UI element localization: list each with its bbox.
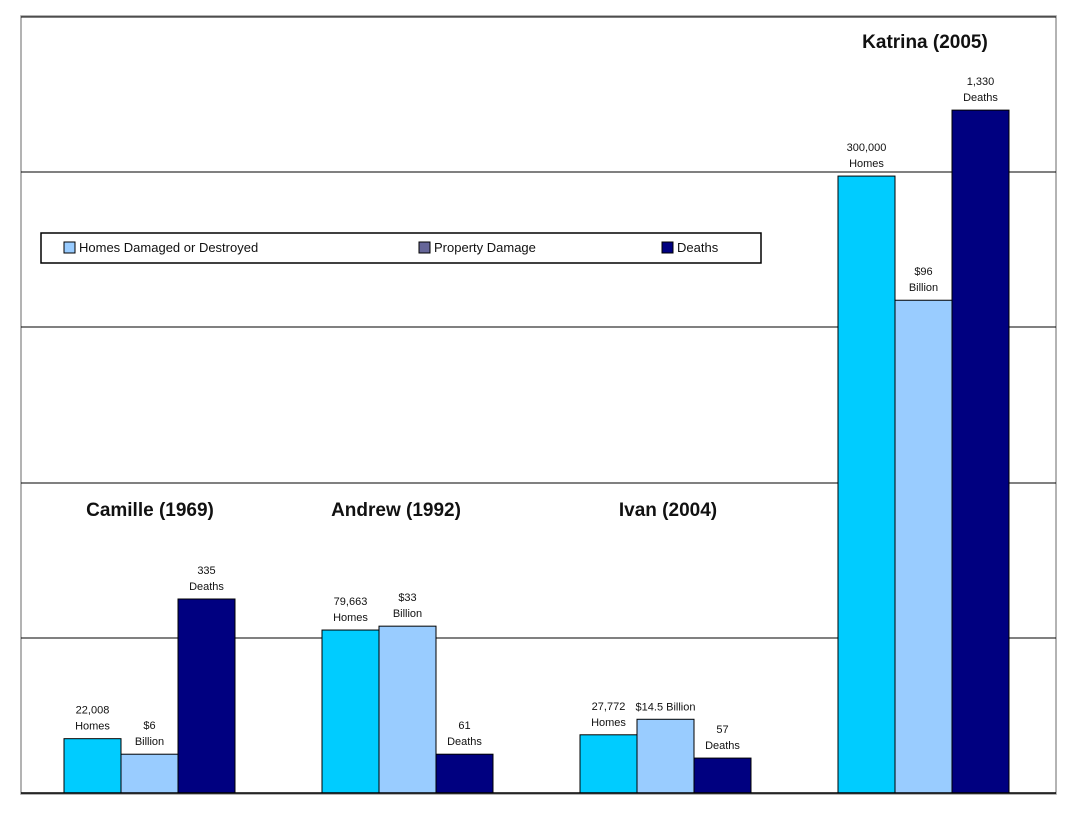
data-label-ivan-2004-property-damage: $14.5 Billion: [636, 701, 696, 713]
data-label-line: $14.5 Billion: [636, 701, 696, 713]
data-label-line: Billion: [393, 608, 422, 620]
legend-item-deaths: Deaths: [661, 240, 719, 255]
data-labels: 22,008 Homes $6 Billion 335 Deaths 79,663 Homes…: [75, 76, 998, 752]
group-title-katrina-2005: Katrina (2005): [862, 32, 988, 53]
bar-andrew-1992-property-damage: [378, 625, 437, 794]
data-label-line: Deaths: [447, 736, 482, 748]
legend-swatch-property-damage: [418, 241, 431, 254]
data-label-andrew-1992-property-damage: $33 Billion: [393, 592, 422, 620]
legend-label-deaths: Deaths: [677, 240, 719, 255]
legend-item-property-damage: Property Damage: [418, 240, 536, 255]
group-title-ivan-2004: Ivan (2004): [619, 500, 717, 521]
data-label-line: 61: [458, 720, 470, 732]
group-titles: Camille (1969) Andrew (1992) Ivan (2004) Ka…: [86, 32, 988, 521]
data-label-line: Deaths: [189, 581, 224, 593]
data-label-line: Homes: [849, 158, 884, 170]
bar-katrina-2005-deaths: [951, 109, 1010, 794]
data-label-line: Homes: [591, 717, 626, 729]
data-label-katrina-2005-property-damage: $96 Billion: [909, 266, 938, 294]
data-label-line: Deaths: [963, 92, 998, 104]
data-label-line: Deaths: [705, 740, 740, 752]
bars: [63, 109, 1010, 794]
data-label-camille-1969-homes: 22,008 Homes: [75, 705, 110, 733]
data-label-line: Homes: [75, 721, 110, 733]
data-label-line: 335: [197, 565, 215, 577]
data-label-line: $33: [398, 592, 416, 604]
bar-andrew-1992-deaths: [435, 753, 494, 794]
bar-ivan-2004-homes: [579, 734, 638, 794]
data-label-line: 1,330: [967, 76, 995, 88]
bar-ivan-2004-property-damage: [636, 718, 695, 794]
legend-swatch-homes: [63, 241, 76, 254]
bar-camille-1969-property-damage: [120, 753, 179, 794]
data-label-line: 57: [716, 724, 728, 736]
data-label-line: 22,008: [76, 705, 110, 717]
data-label-line: $96: [914, 266, 932, 278]
data-label-camille-1969-property-damage: $6 Billion: [135, 720, 164, 748]
legend-swatch-deaths: [661, 241, 674, 254]
data-label-ivan-2004-deaths: 57 Deaths: [705, 724, 740, 752]
bar-andrew-1992-homes: [321, 629, 380, 794]
data-label-line: Billion: [135, 736, 164, 748]
data-label-line: Billion: [909, 282, 938, 294]
legend-label-property-damage: Property Damage: [434, 240, 536, 255]
data-label-katrina-2005-deaths: 1,330 Deaths: [963, 76, 998, 104]
bar-camille-1969-deaths: [177, 598, 236, 794]
legend-label-homes: Homes Damaged or Destroyed: [79, 240, 258, 255]
bar-camille-1969-homes: [63, 738, 122, 794]
data-label-line: $6: [143, 720, 155, 732]
bar-ivan-2004-deaths: [693, 757, 752, 794]
data-label-katrina-2005-homes: 300,000 Homes: [847, 142, 887, 170]
data-label-line: 79,663: [334, 596, 368, 608]
data-label-andrew-1992-deaths: 61 Deaths: [447, 720, 482, 748]
group-title-camille-1969: Camille (1969): [86, 500, 214, 521]
bar-katrina-2005-homes: [837, 175, 896, 794]
group-title-andrew-1992: Andrew (1992): [331, 500, 461, 521]
data-label-andrew-1992-homes: 79,663 Homes: [333, 596, 368, 624]
data-label-ivan-2004-homes: 27,772 Homes: [591, 701, 626, 729]
legend-box: [40, 232, 762, 264]
data-label-camille-1969-deaths: 335 Deaths: [189, 565, 224, 593]
legend: Homes Damaged or Destroyed Property Dama…: [40, 232, 762, 264]
data-label-line: 27,772: [592, 701, 626, 713]
bar-katrina-2005-property-damage: [894, 299, 953, 794]
data-label-line: 300,000: [847, 142, 887, 154]
legend-item-homes: Homes Damaged or Destroyed: [63, 240, 258, 255]
data-label-line: Homes: [333, 612, 368, 624]
